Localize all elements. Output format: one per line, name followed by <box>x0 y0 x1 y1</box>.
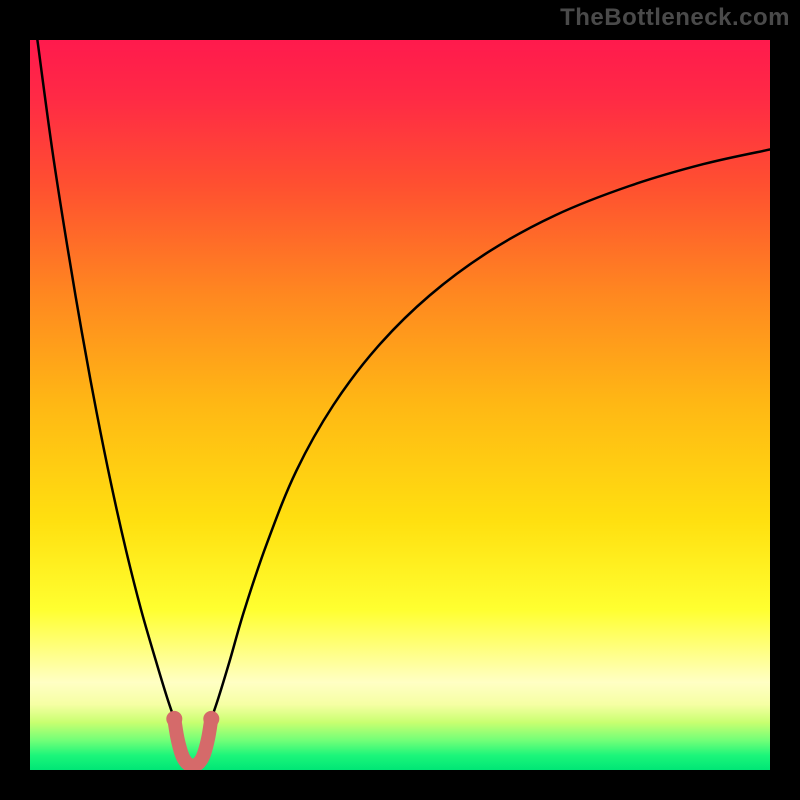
trough-end-dot <box>166 711 182 727</box>
trough-end-dot <box>203 711 219 727</box>
bottleneck-chart <box>30 40 770 770</box>
chart-background <box>30 40 770 770</box>
chart-svg <box>30 40 770 770</box>
watermark-text: TheBottleneck.com <box>560 4 790 32</box>
figure-root: TheBottleneck.com <box>0 0 800 800</box>
